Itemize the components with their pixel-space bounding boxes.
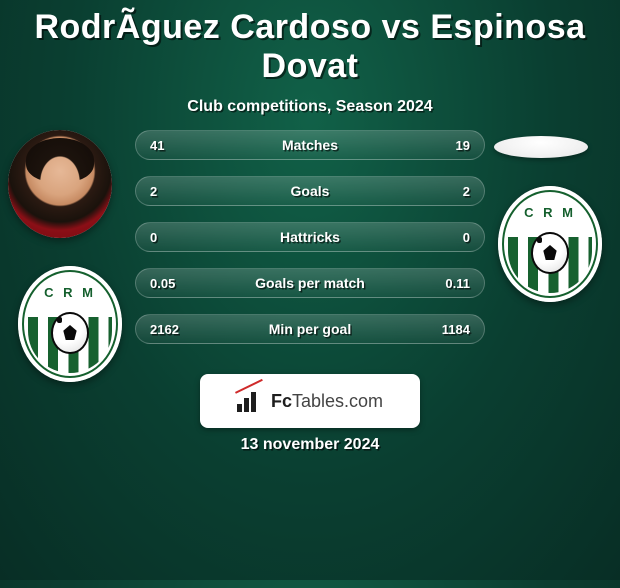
stat-value-right: 2 — [463, 184, 470, 199]
soccer-ball-icon — [531, 232, 568, 274]
stat-value-right: 0 — [463, 230, 470, 245]
soccer-ball-icon — [51, 312, 88, 354]
stat-label: Goals — [291, 183, 330, 199]
stat-row: 0 Hattricks 0 — [135, 222, 485, 252]
stat-value-left: 2162 — [150, 322, 179, 337]
stat-value-left: 0.05 — [150, 276, 175, 291]
player2-club-badge: C R M — [498, 186, 602, 302]
stat-value-left: 2 — [150, 184, 157, 199]
stat-label: Hattricks — [280, 229, 340, 245]
fctables-badge: FcTables.com — [200, 374, 420, 428]
stat-value-right: 19 — [456, 138, 470, 153]
player1-avatar — [8, 130, 112, 238]
stats-table: 41 Matches 19 2 Goals 2 0 Hattricks 0 0.05 Goals p… — [135, 130, 485, 360]
player2-avatar-placeholder — [494, 136, 588, 158]
stat-row: 2162 Min per goal 1184 — [135, 314, 485, 344]
club-badge-text: C R M — [18, 285, 122, 300]
stat-label: Goals per match — [255, 275, 365, 291]
fctables-chart-icon — [237, 390, 263, 412]
club-badge-text: C R M — [498, 205, 602, 220]
stat-row: 41 Matches 19 — [135, 130, 485, 160]
stat-value-left: 0 — [150, 230, 157, 245]
fctables-wordmark: FcTables.com — [271, 391, 383, 412]
stat-row: 2 Goals 2 — [135, 176, 485, 206]
stat-label: Matches — [282, 137, 338, 153]
player1-club-badge: C R M — [18, 266, 122, 382]
stat-value-right: 0.11 — [445, 276, 470, 291]
comparison-title: RodrÃ­guez Cardoso vs Espinosa Dovat — [0, 8, 620, 86]
fctables-tld: .com — [344, 391, 383, 411]
comparison-subtitle: Club competitions, Season 2024 — [0, 98, 620, 116]
fctables-prefix: Fc — [271, 391, 292, 411]
stat-label: Min per goal — [269, 321, 351, 337]
stat-value-right: 1184 — [442, 322, 470, 337]
fctables-suffix: Tables — [292, 391, 344, 411]
player1-face-placeholder — [8, 130, 112, 238]
comparison-date: 13 november 2024 — [0, 436, 620, 454]
stat-value-left: 41 — [150, 138, 164, 153]
stat-row: 0.05 Goals per match 0.11 — [135, 268, 485, 298]
